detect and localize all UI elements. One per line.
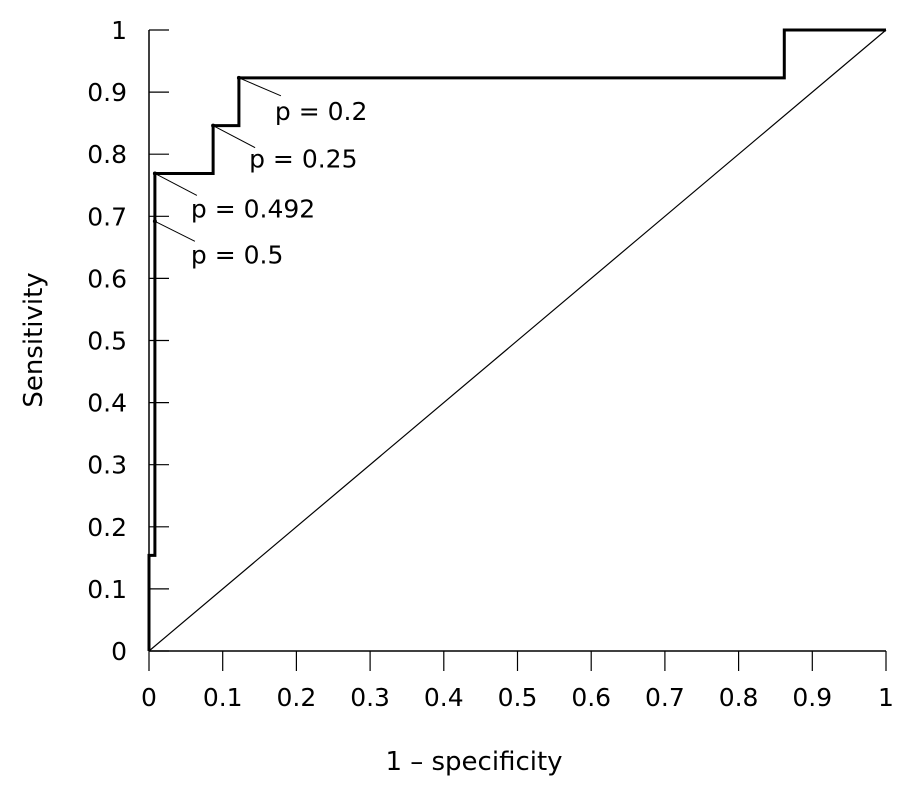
y-tick-label: 0.9 — [87, 78, 127, 107]
x-tick-label: 0.9 — [792, 683, 832, 712]
x-axis-title: 1 – specificity — [385, 747, 562, 777]
roc-curve-line — [147, 28, 886, 651]
y-tick-label: 0.3 — [87, 451, 127, 480]
annotation-label: p = 0.492 — [191, 194, 315, 223]
annotation-leader-line — [238, 77, 282, 97]
y-tick-label: 0.7 — [87, 202, 127, 231]
x-tick-label: 0 — [141, 683, 157, 712]
x-tick-label: 0.1 — [203, 683, 243, 712]
annotation-label: p = 0.25 — [249, 145, 357, 174]
annotations: p = 0.2 p = 0.25 p = 0.492 p = 0.5 — [152, 75, 367, 269]
annotation-leader-line — [154, 173, 198, 196]
y-tick-label: 1 — [111, 16, 127, 45]
y-tick-label: 0.4 — [87, 389, 127, 418]
x-tick-label: 0.4 — [424, 683, 464, 712]
x-tick-label: 0.8 — [719, 683, 759, 712]
y-axis-title: Sensitivity — [19, 272, 49, 407]
x-tick-label: 0.6 — [571, 683, 611, 712]
y-tick-label: 0.8 — [87, 140, 127, 169]
axes: 0 0.1 0.2 0.3 0.4 0.5 0.6 0.7 0.8 0.9 1 0 0.1 0.2 0.3 0… — [87, 16, 894, 712]
reference-diagonal-line — [148, 29, 887, 652]
y-tick-label: 0 — [111, 637, 127, 666]
y-tick-label: 0.6 — [87, 264, 127, 293]
annotation-leader-line — [154, 220, 196, 242]
y-tick-label: 0.5 — [87, 327, 127, 356]
annotation-leader-line — [212, 125, 256, 149]
x-tick-label: 0.5 — [498, 683, 538, 712]
x-tick-label: 0.2 — [277, 683, 317, 712]
x-tick-label: 0.3 — [350, 683, 390, 712]
series-layer — [147, 28, 887, 652]
y-tick-label: 0.1 — [87, 575, 127, 604]
x-tick-label: 1 — [878, 683, 894, 712]
annotation-label: p = 0.2 — [275, 97, 367, 126]
x-tick-label: 0.7 — [645, 683, 685, 712]
y-tick-label: 0.2 — [87, 513, 127, 542]
annotation-label: p = 0.5 — [191, 240, 283, 269]
